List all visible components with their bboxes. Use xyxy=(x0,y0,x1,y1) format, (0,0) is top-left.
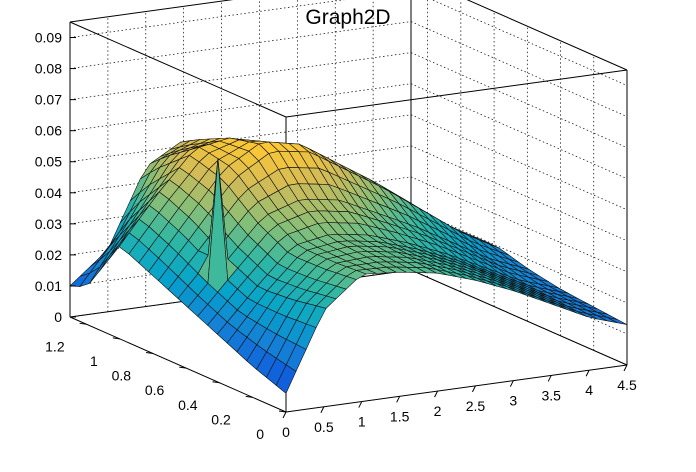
y-tick xyxy=(146,352,154,355)
chart-title: Graph2D xyxy=(305,6,390,29)
z-gridline xyxy=(69,83,412,132)
z-tick-label: 0.02 xyxy=(35,247,62,263)
axes-lines xyxy=(69,22,628,413)
y-tick xyxy=(245,395,253,398)
x-tick xyxy=(623,364,628,372)
z-gridline xyxy=(410,83,628,180)
z-tick-label: 0.05 xyxy=(35,154,62,170)
z-gridline xyxy=(69,0,345,38)
z-gridline xyxy=(431,0,628,86)
x-tick xyxy=(585,369,590,377)
y-tick-label: 0.4 xyxy=(178,397,198,413)
z-tick-label: 0 xyxy=(54,309,62,325)
z-tick-label: 0.06 xyxy=(35,123,62,139)
z-gridline xyxy=(410,176,628,273)
x-tick xyxy=(282,411,287,419)
y-tick-label: 0 xyxy=(256,426,264,442)
x-tick-label: 1 xyxy=(358,414,366,430)
x-tick-label: 2 xyxy=(434,403,442,419)
x-tick xyxy=(320,406,325,414)
z-tick-label: 0.09 xyxy=(35,30,62,46)
x-axis-line xyxy=(285,364,628,413)
z-gridline xyxy=(69,114,412,163)
x-tick xyxy=(471,385,476,393)
y-tick-label: 1.2 xyxy=(45,338,65,354)
y-tick xyxy=(79,322,87,325)
x-tick-label: 3 xyxy=(509,393,517,409)
z-tick-label: 0.08 xyxy=(35,61,62,77)
z-gridline xyxy=(69,52,412,100)
y-tick-label: 0.6 xyxy=(145,382,165,398)
x-tick xyxy=(434,390,439,398)
box-edge xyxy=(285,69,628,118)
x-tick xyxy=(547,375,552,382)
y-tick xyxy=(212,381,220,384)
z-tick-label: 0.07 xyxy=(35,92,62,108)
x-axis-ticks: 0 0.5 1 1.5 2 2.5 3 3.5 4 4.5 xyxy=(282,364,637,440)
y-axis-line xyxy=(69,316,287,413)
y-tick xyxy=(179,366,187,369)
z-gridline xyxy=(410,21,628,117)
z-gridline xyxy=(410,238,628,335)
z-gridline xyxy=(69,21,412,69)
y-axis-ticks: 0 0.2 0.4 0.6 0.8 1 1.2 xyxy=(45,322,287,442)
x-tick-label: 4 xyxy=(585,382,593,398)
x-tick xyxy=(509,380,514,387)
z-gridline xyxy=(410,114,628,211)
box-edge xyxy=(466,0,628,71)
y-tick xyxy=(112,337,120,340)
y-tick-label: 0.2 xyxy=(211,411,231,427)
y-tick-label: 0.8 xyxy=(112,368,132,384)
x-tick-label: 0.5 xyxy=(314,419,334,435)
x-tick-label: 3.5 xyxy=(541,387,561,403)
x-tick-label: 2.5 xyxy=(466,398,486,414)
y-tick-label: 1 xyxy=(90,353,98,369)
x-tick-label: 1.5 xyxy=(390,408,410,424)
z-tick-label: 0.03 xyxy=(35,216,62,232)
y-tick xyxy=(278,410,287,413)
x-tick-label: 0 xyxy=(282,424,290,440)
z-gridline xyxy=(410,269,628,366)
box-edge xyxy=(69,0,234,23)
z-tick-label: 0.04 xyxy=(35,185,62,201)
z-tick-label: 0.01 xyxy=(35,278,62,294)
box-edge xyxy=(69,21,287,118)
surface-mesh xyxy=(69,137,628,394)
z-gridline xyxy=(410,52,628,148)
surface-cell xyxy=(275,364,297,394)
z-axis-ticks: 0 0.01 0.02 0.03 0.04 0.05 0.06 0.07 0.08 0.09 xyxy=(35,30,76,325)
z-gridline xyxy=(410,207,628,304)
x-tick-label: 4.5 xyxy=(617,377,637,393)
x-tick xyxy=(396,396,401,403)
x-tick xyxy=(358,401,363,408)
z-gridline xyxy=(410,145,628,242)
